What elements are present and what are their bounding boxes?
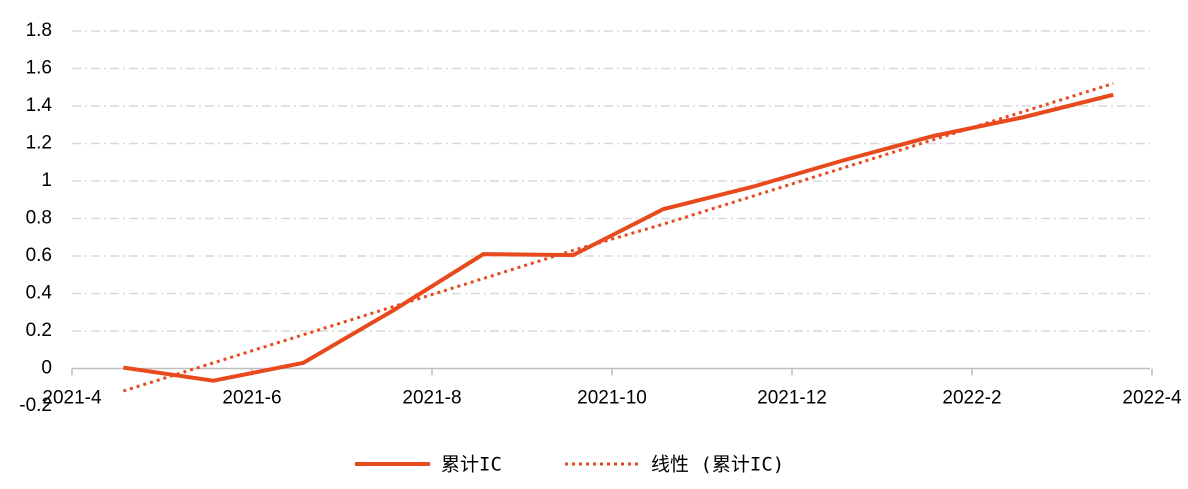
y-tick-label: 0.8: [26, 208, 52, 229]
y-tick-label: 0.4: [26, 283, 53, 304]
y-tick-label: -0.2: [19, 395, 52, 416]
y-tick-label: 0: [41, 358, 52, 379]
legend-label: 累计IC: [441, 454, 502, 476]
y-tick-label: 1.4: [26, 95, 53, 116]
x-tick-label: 2022-4: [1122, 388, 1182, 409]
series-line: [122, 82, 1114, 393]
x-tick-label: 2022-2: [942, 388, 1001, 409]
y-tick-label: 1.6: [26, 58, 52, 79]
y-tick-label: 1.2: [26, 133, 52, 154]
series-line: [123, 92, 1114, 383]
x-tick-label: 2021-12: [757, 388, 827, 409]
x-tick-label: 2021-4: [42, 388, 102, 409]
y-tick-label: 0.2: [26, 320, 52, 341]
x-tick-label: 2021-8: [402, 388, 461, 409]
legend-label: 线性 (累计IC): [651, 454, 784, 476]
y-tick-label: 1: [41, 170, 52, 191]
y-tick-label: 1.8: [26, 20, 52, 41]
x-tick-label: 2021-6: [222, 388, 281, 409]
x-tick-label: 2021-10: [577, 388, 647, 409]
y-tick-label: 0.6: [26, 245, 52, 266]
